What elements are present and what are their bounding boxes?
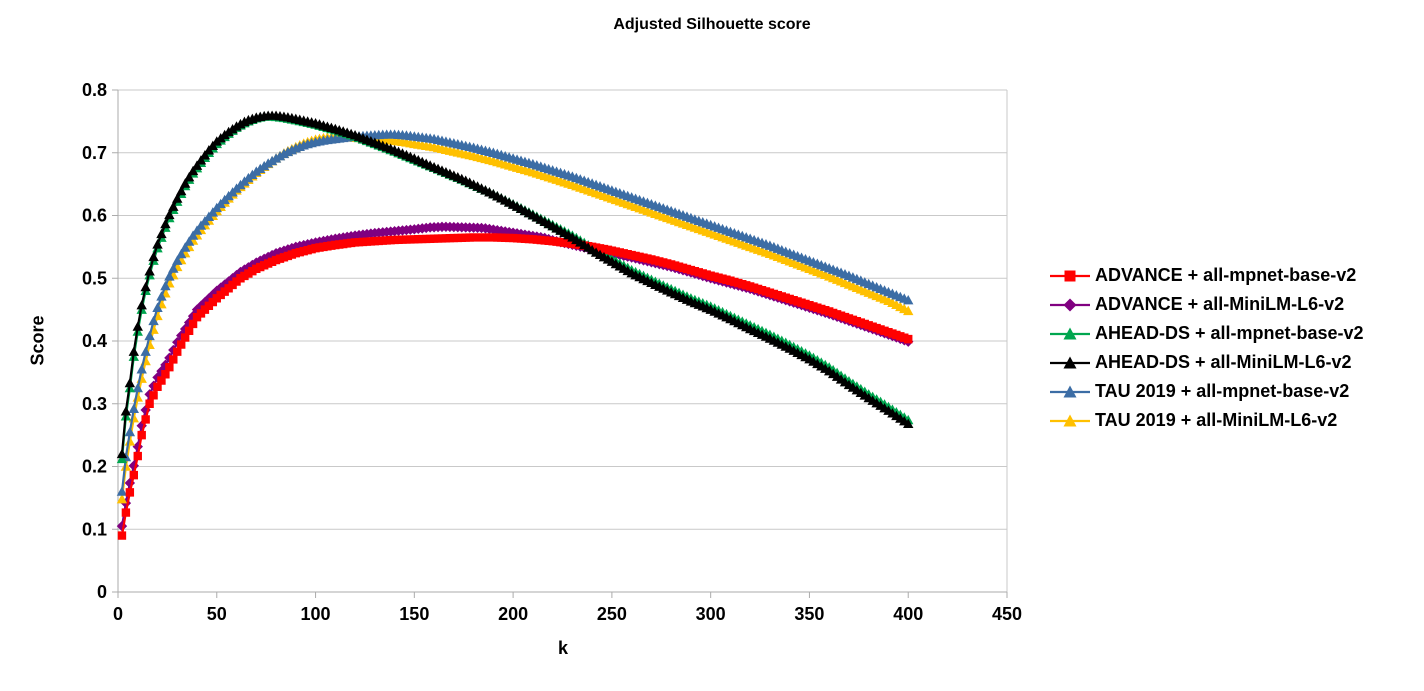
- x-tick-label: 0: [113, 604, 123, 624]
- legend-marker-icon: [1050, 298, 1090, 311]
- legend-marker-icon: [1050, 414, 1090, 426]
- y-tick-label: 0.4: [82, 331, 107, 351]
- x-tick-label: 450: [992, 604, 1022, 624]
- x-tick-label: 300: [696, 604, 726, 624]
- y-tick-label: 0.7: [82, 143, 107, 163]
- legend-label: ADVANCE + all-mpnet-base-v2: [1095, 265, 1357, 285]
- y-tick-label: 0.3: [82, 394, 107, 414]
- legend-marker-icon: [1050, 327, 1090, 339]
- legend-marker-icon: [1050, 385, 1090, 397]
- y-tick-label: 0.5: [82, 268, 107, 288]
- x-tick-label: 350: [794, 604, 824, 624]
- legend-marker-icon: [1050, 270, 1090, 281]
- y-tick-label: 0.2: [82, 457, 107, 477]
- legend-item: TAU 2019 + all-mpnet-base-v2: [1050, 377, 1364, 406]
- x-tick-label: 400: [893, 604, 923, 624]
- x-tick-label: 50: [207, 604, 227, 624]
- x-tick-label: 200: [498, 604, 528, 624]
- legend-label: TAU 2019 + all-MiniLM-L6-v2: [1095, 410, 1338, 430]
- legend: ADVANCE + all-mpnet-base-v2 ADVANCE + all…: [1050, 261, 1364, 435]
- legend-item: ADVANCE + all-MiniLM-L6-v2: [1050, 290, 1364, 319]
- legend-label: ADVANCE + all-MiniLM-L6-v2: [1095, 294, 1345, 314]
- y-tick-label: 0: [97, 582, 107, 602]
- legend-marker-icon: [1050, 356, 1090, 368]
- x-tick-label: 150: [399, 604, 429, 624]
- y-tick-label: 0.8: [82, 80, 107, 100]
- legend-label: TAU 2019 + all-mpnet-base-v2: [1095, 381, 1350, 401]
- x-tick-label: 100: [301, 604, 331, 624]
- legend-label: AHEAD-DS + all-MiniLM-L6-v2: [1095, 352, 1352, 372]
- x-tick-label: 250: [597, 604, 627, 624]
- x-axis-title: k: [557, 638, 568, 658]
- legend-item: AHEAD-DS + all-MiniLM-L6-v2: [1050, 348, 1364, 377]
- y-tick-label: 0.1: [82, 519, 107, 539]
- legend-label: AHEAD-DS + all-mpnet-base-v2: [1095, 323, 1364, 343]
- legend-item: ADVANCE + all-mpnet-base-v2: [1050, 261, 1364, 290]
- series-markers: [117, 233, 913, 540]
- series-markers: [116, 129, 914, 496]
- legend-item: AHEAD-DS + all-mpnet-base-v2: [1050, 319, 1364, 348]
- y-tick-label: 0.6: [82, 206, 107, 226]
- legend-item: TAU 2019 + all-MiniLM-L6-v2: [1050, 406, 1364, 435]
- chart-title: Adjusted Silhouette score: [613, 16, 811, 33]
